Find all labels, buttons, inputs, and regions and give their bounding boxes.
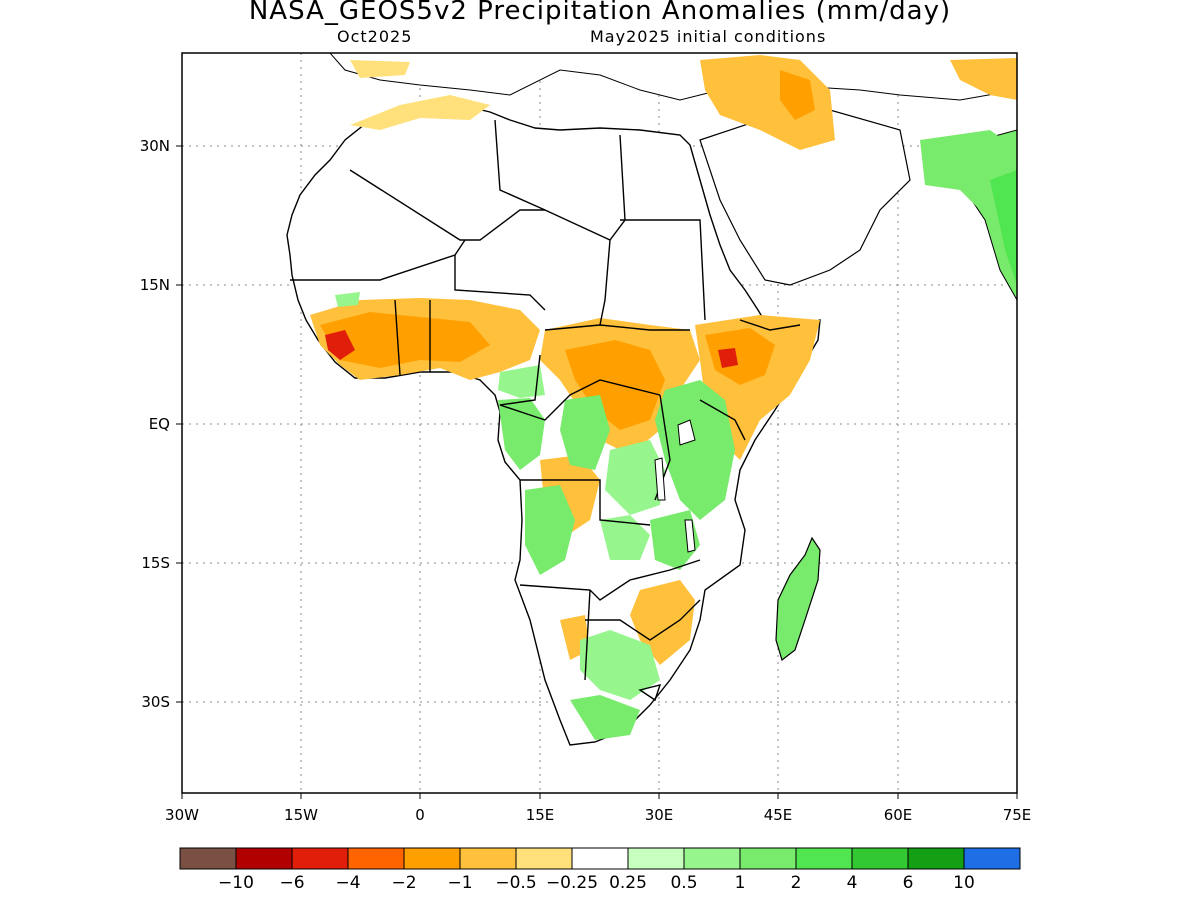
country-borders	[290, 119, 801, 702]
colorbar-swatch	[683, 847, 741, 870]
colorbar-label: −1	[447, 873, 472, 893]
xtick-label: 15E	[526, 806, 555, 824]
colorbar-label: 1	[735, 873, 746, 893]
initial-conditions: May2025 initial conditions	[590, 27, 827, 46]
xtick-label: 15W	[284, 806, 318, 824]
wetting-patches	[335, 130, 1017, 740]
colorbar-label: −0.5	[495, 873, 536, 893]
colorbar-swatch	[291, 847, 349, 870]
colorbar-swatch	[403, 847, 461, 870]
colorbar-swatch	[627, 847, 685, 870]
ytick-label: 15S	[141, 554, 170, 572]
colorbar-swatch	[907, 847, 965, 870]
colorbar-label: 0.5	[670, 873, 697, 893]
ytick-label: EQ	[149, 415, 170, 433]
colorbar-label: 6	[903, 873, 914, 893]
x-axis-labels: 30W 15W 0 15E 30E 45E 60E 75E	[165, 806, 1031, 824]
colorbar-label: 10	[953, 873, 975, 893]
colorbar-label: −2	[391, 873, 416, 893]
axis-ticks	[176, 145, 1018, 799]
colorbar-swatch	[179, 847, 237, 870]
ytick-label: 30S	[141, 693, 170, 711]
colorbar-swatch	[515, 847, 573, 870]
chart-title: NASA_GEOS5v2 Precipitation Anomalies (mm…	[248, 0, 952, 26]
xtick-label: 60E	[884, 806, 913, 824]
madagascar	[775, 536, 821, 662]
forecast-month: Oct2025	[337, 27, 413, 46]
colorbar-swatch	[795, 847, 853, 870]
xtick-label: 75E	[1003, 806, 1032, 824]
anomaly-field	[286, 53, 1017, 746]
europe-fragment	[329, 53, 1017, 101]
xtick-label: 45E	[764, 806, 793, 824]
xtick-label: 30W	[165, 806, 199, 824]
colorbar-swatch	[235, 847, 293, 870]
colorbar-label: −6	[279, 873, 304, 893]
colorbar-swatch	[347, 847, 405, 870]
africa-landmass	[286, 104, 821, 746]
colorbar-label: 4	[847, 873, 858, 893]
colorbar-labels: −10 −6 −4 −2 −1 −0.5 −0.25 0.25 0.5 1 2 4 6 10	[218, 873, 975, 893]
ytick-label: 15N	[140, 276, 170, 294]
drying-patches	[310, 55, 1017, 665]
xtick-label: 30E	[645, 806, 674, 824]
colorbar-label: −4	[335, 873, 360, 893]
xtick-label: 0	[415, 806, 425, 824]
colorbar-swatch	[851, 847, 909, 870]
colorbar-swatch	[739, 847, 797, 870]
colorbar-label: −10	[218, 873, 254, 893]
colorbar-swatch	[459, 847, 517, 870]
colorbar-label: 0.25	[609, 873, 647, 893]
colorbar-swatch	[571, 847, 629, 870]
colorbar-label: 2	[791, 873, 802, 893]
map-frame	[181, 52, 1018, 794]
colorbar	[179, 847, 1021, 870]
colorbar-label: −0.25	[546, 873, 598, 893]
ytick-label: 30N	[140, 137, 170, 155]
y-axis-labels: 30N 15N EQ 15S 30S	[140, 137, 170, 711]
lakes	[654, 419, 696, 553]
colorbar-swatch	[963, 847, 1021, 870]
